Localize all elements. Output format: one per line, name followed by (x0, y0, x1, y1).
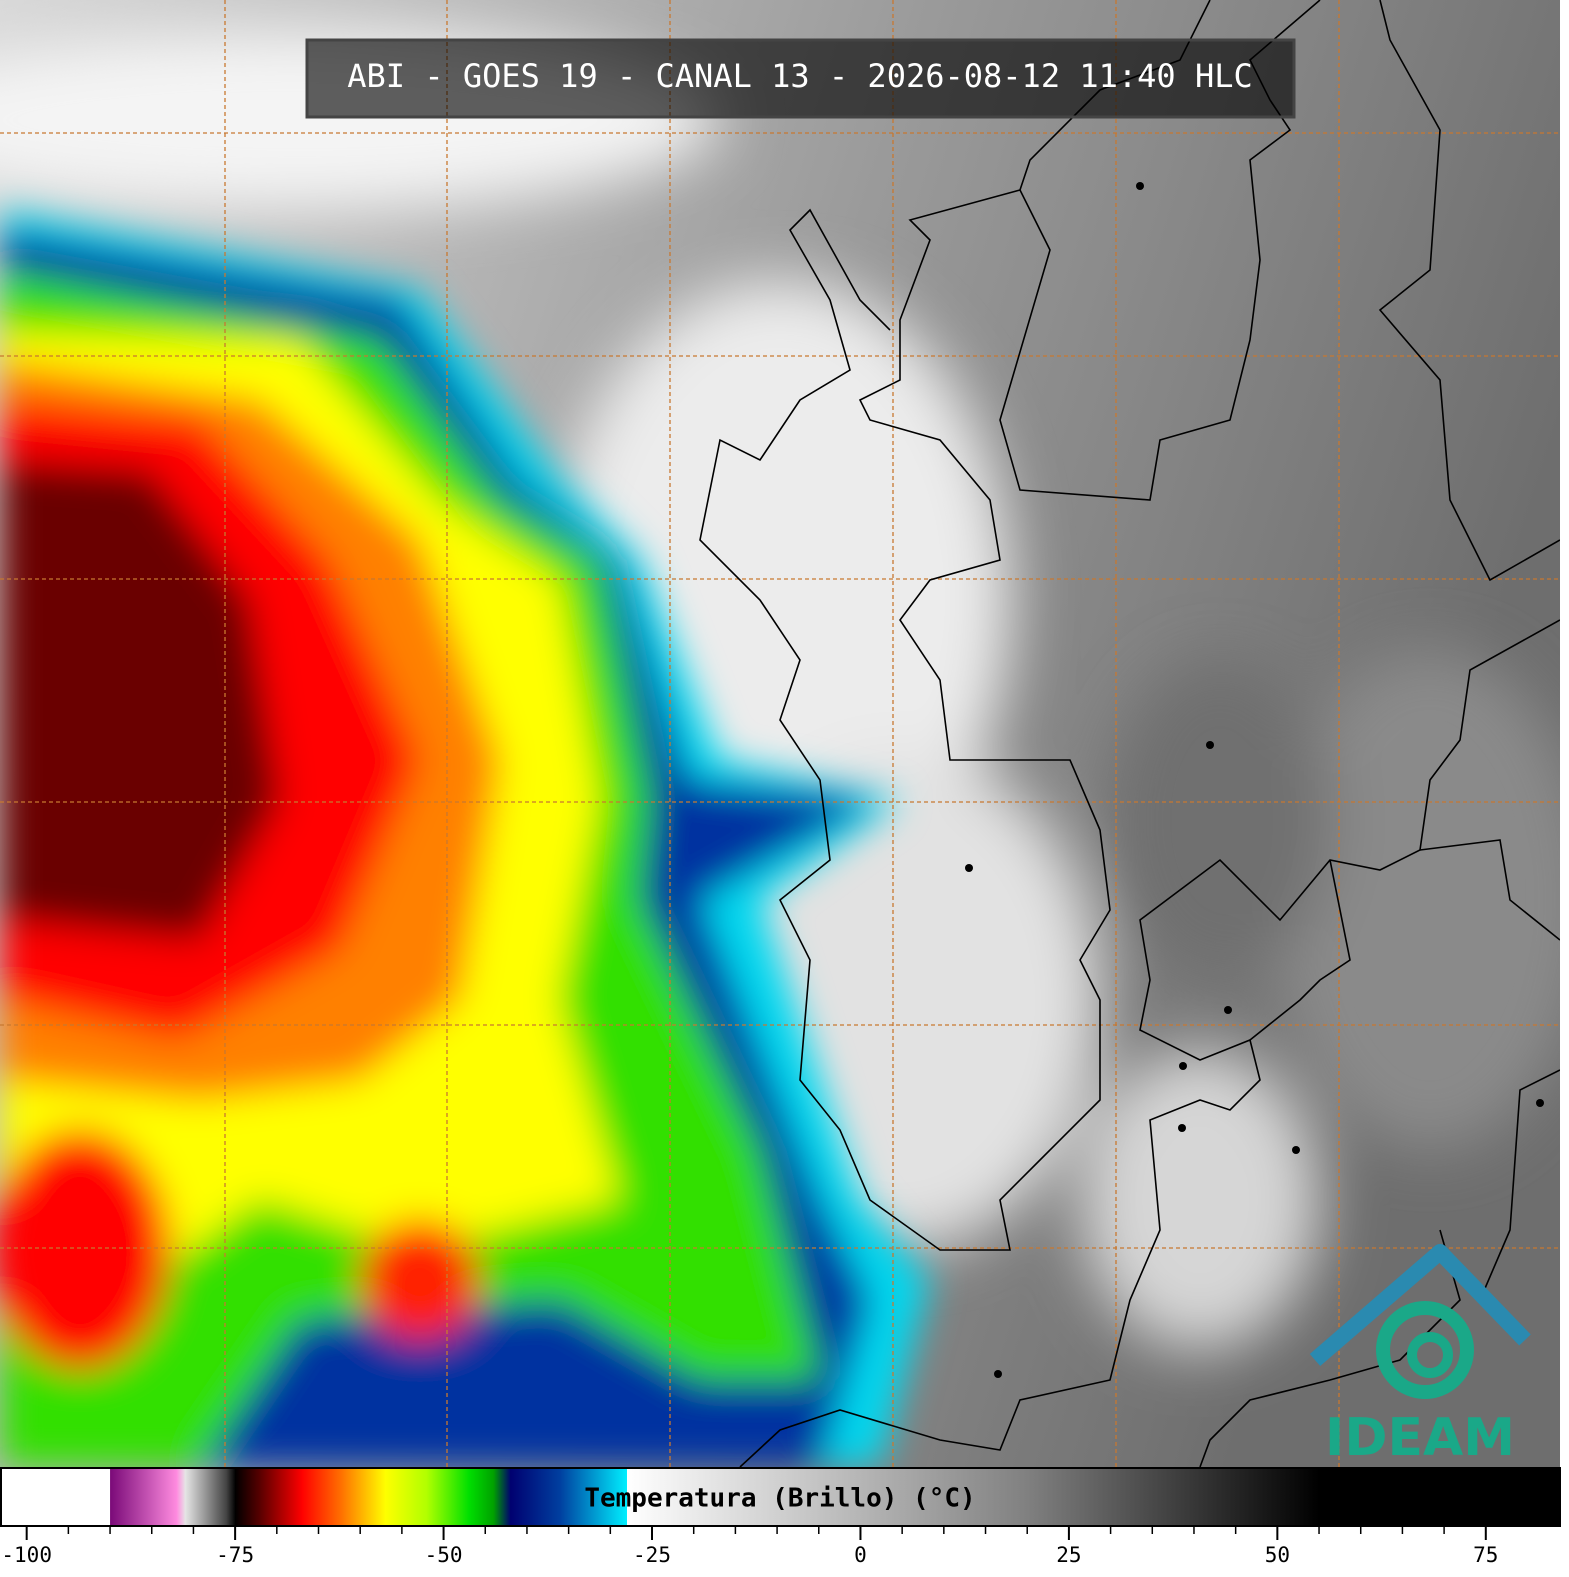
colormap-segment (235, 1468, 261, 1526)
tick-label: 25 (1056, 1543, 1081, 1567)
tick-label: 0 (854, 1543, 867, 1567)
colorbar-label: Temperatura (Brillo) (°C) (584, 1484, 975, 1514)
colormap-segment (627, 1468, 778, 1526)
tick-label: 50 (1265, 1543, 1290, 1567)
tick-label: -100 (1, 1543, 52, 1567)
colormap-segment (777, 1468, 1028, 1526)
tick-label: -75 (216, 1543, 254, 1567)
colorbar-frame (0, 1467, 1561, 1527)
colormap-segment (301, 1468, 345, 1526)
colorbar (0, 1468, 1561, 1526)
colormap-segment (110, 1468, 178, 1526)
colormap-segment (176, 1468, 186, 1526)
imagery: IDEAM (0, 0, 1560, 1468)
title: ABI - GOES 19 - CANAL 13 - 2026-08-12 11… (347, 57, 1252, 95)
tick-label: 75 (1473, 1543, 1498, 1567)
colormap-segment (468, 1468, 495, 1526)
logo-text: IDEAM (1325, 1408, 1515, 1468)
tick-label: -25 (633, 1543, 671, 1567)
title-box (305, 38, 1296, 119)
colormap-segment (510, 1468, 561, 1526)
colormap-segment (226, 1468, 236, 1526)
colormap-segment (185, 1468, 228, 1526)
colormap-segment (1027, 1468, 1320, 1526)
colormap-segment (493, 1468, 511, 1526)
colormap-segment (1319, 1468, 1561, 1526)
tick-label: -50 (425, 1543, 463, 1567)
colormap-segment (385, 1468, 428, 1526)
colormap-segment (0, 1468, 111, 1526)
colormap-segment (260, 1468, 303, 1526)
colormap-segment (426, 1468, 470, 1526)
colormap-segment (560, 1468, 628, 1526)
ideam-logo: IDEAM (1309, 1244, 1531, 1468)
colormap-segment (343, 1468, 386, 1526)
